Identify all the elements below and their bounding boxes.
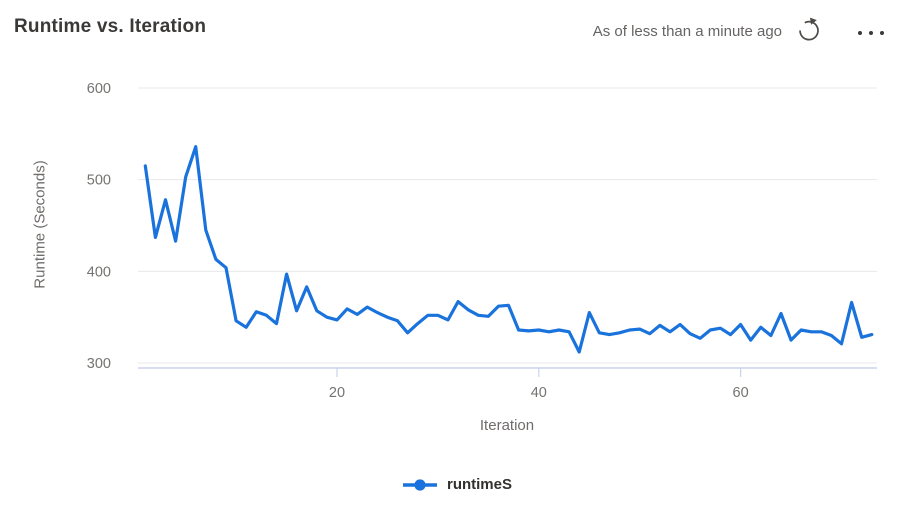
more-options-button[interactable]: [856, 18, 886, 48]
legend: runtimeS: [0, 476, 914, 493]
legend-item-runtimes[interactable]: runtimeS: [402, 476, 512, 493]
y-tick-label: 500: [87, 173, 111, 189]
x-axis-title: Iteration: [479, 417, 535, 434]
x-tick-label: 40: [531, 385, 547, 401]
legend-label: runtimeS: [446, 476, 512, 493]
y-tick-label: 400: [87, 264, 111, 280]
y-axis-title: Runtime (Seconds): [31, 160, 49, 289]
y-tick-label: 300: [87, 356, 111, 372]
freshness-text: As of less than a minute ago: [592, 23, 782, 40]
refresh-button[interactable]: [794, 15, 824, 45]
chart-title: Runtime vs. Iteration: [14, 16, 207, 37]
x-tick-label: 20: [329, 385, 345, 401]
series-line-runtimes[interactable]: [143, 145, 874, 354]
legend-marker-icon: [402, 478, 437, 491]
y-tick-label: 600: [87, 81, 111, 97]
ellipsis-icon: [858, 31, 884, 35]
refresh-icon: [799, 17, 819, 41]
x-tick-label: 60: [733, 385, 749, 401]
chart-svg: 300 400 500 600 20 40 60: [87, 81, 877, 401]
